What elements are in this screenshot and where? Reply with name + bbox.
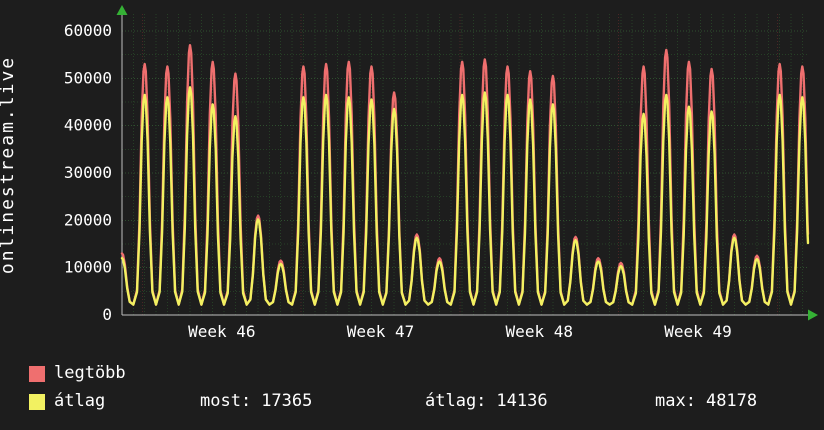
stat-most: most: 17365 — [200, 393, 312, 410]
series-line-atlag — [120, 86, 810, 306]
y-tick-label: 60000 — [64, 21, 112, 40]
stat-most-label: most: — [200, 391, 252, 411]
stat-max-label: max: — [655, 391, 696, 411]
stat-atlag: átlag: 14136 — [425, 393, 548, 410]
traffic-chart: onlinestream.live 0 10000 20000 30000 40000 5… — [0, 5, 818, 341]
y-tick-label: 20000 — [64, 210, 112, 229]
y-tick-label: 50000 — [64, 68, 112, 87]
y-tick-label: 40000 — [64, 116, 112, 135]
axis-right-arrow-icon — [808, 309, 818, 321]
y-axis-title: onlinestream.live — [0, 56, 18, 274]
legend-label-atlag: átlag — [54, 391, 106, 411]
stat-atlag-value: 14136 — [496, 391, 548, 411]
x-tick-label: Week 46 — [188, 322, 255, 341]
legend-label-legtobb: legtöbb — [54, 363, 126, 383]
y-tick-label: 30000 — [64, 163, 112, 182]
stat-max-value: 48178 — [705, 391, 758, 411]
stat-most-value: 17365 — [261, 391, 313, 411]
stat-atlag-label: átlag: — [425, 391, 487, 411]
legend-swatch-legtobb — [29, 366, 45, 382]
y-tick-label: 10000 — [64, 258, 112, 277]
y-tick-label: 0 — [102, 305, 112, 324]
stat-max: max: 48178 — [655, 393, 757, 410]
legend-swatch-atlag — [29, 394, 45, 410]
x-tick-label: Week 49 — [664, 322, 731, 341]
x-tick-label: Week 48 — [506, 322, 573, 341]
axis-up-arrow-icon — [116, 5, 128, 15]
x-tick-label: Week 47 — [347, 322, 414, 341]
